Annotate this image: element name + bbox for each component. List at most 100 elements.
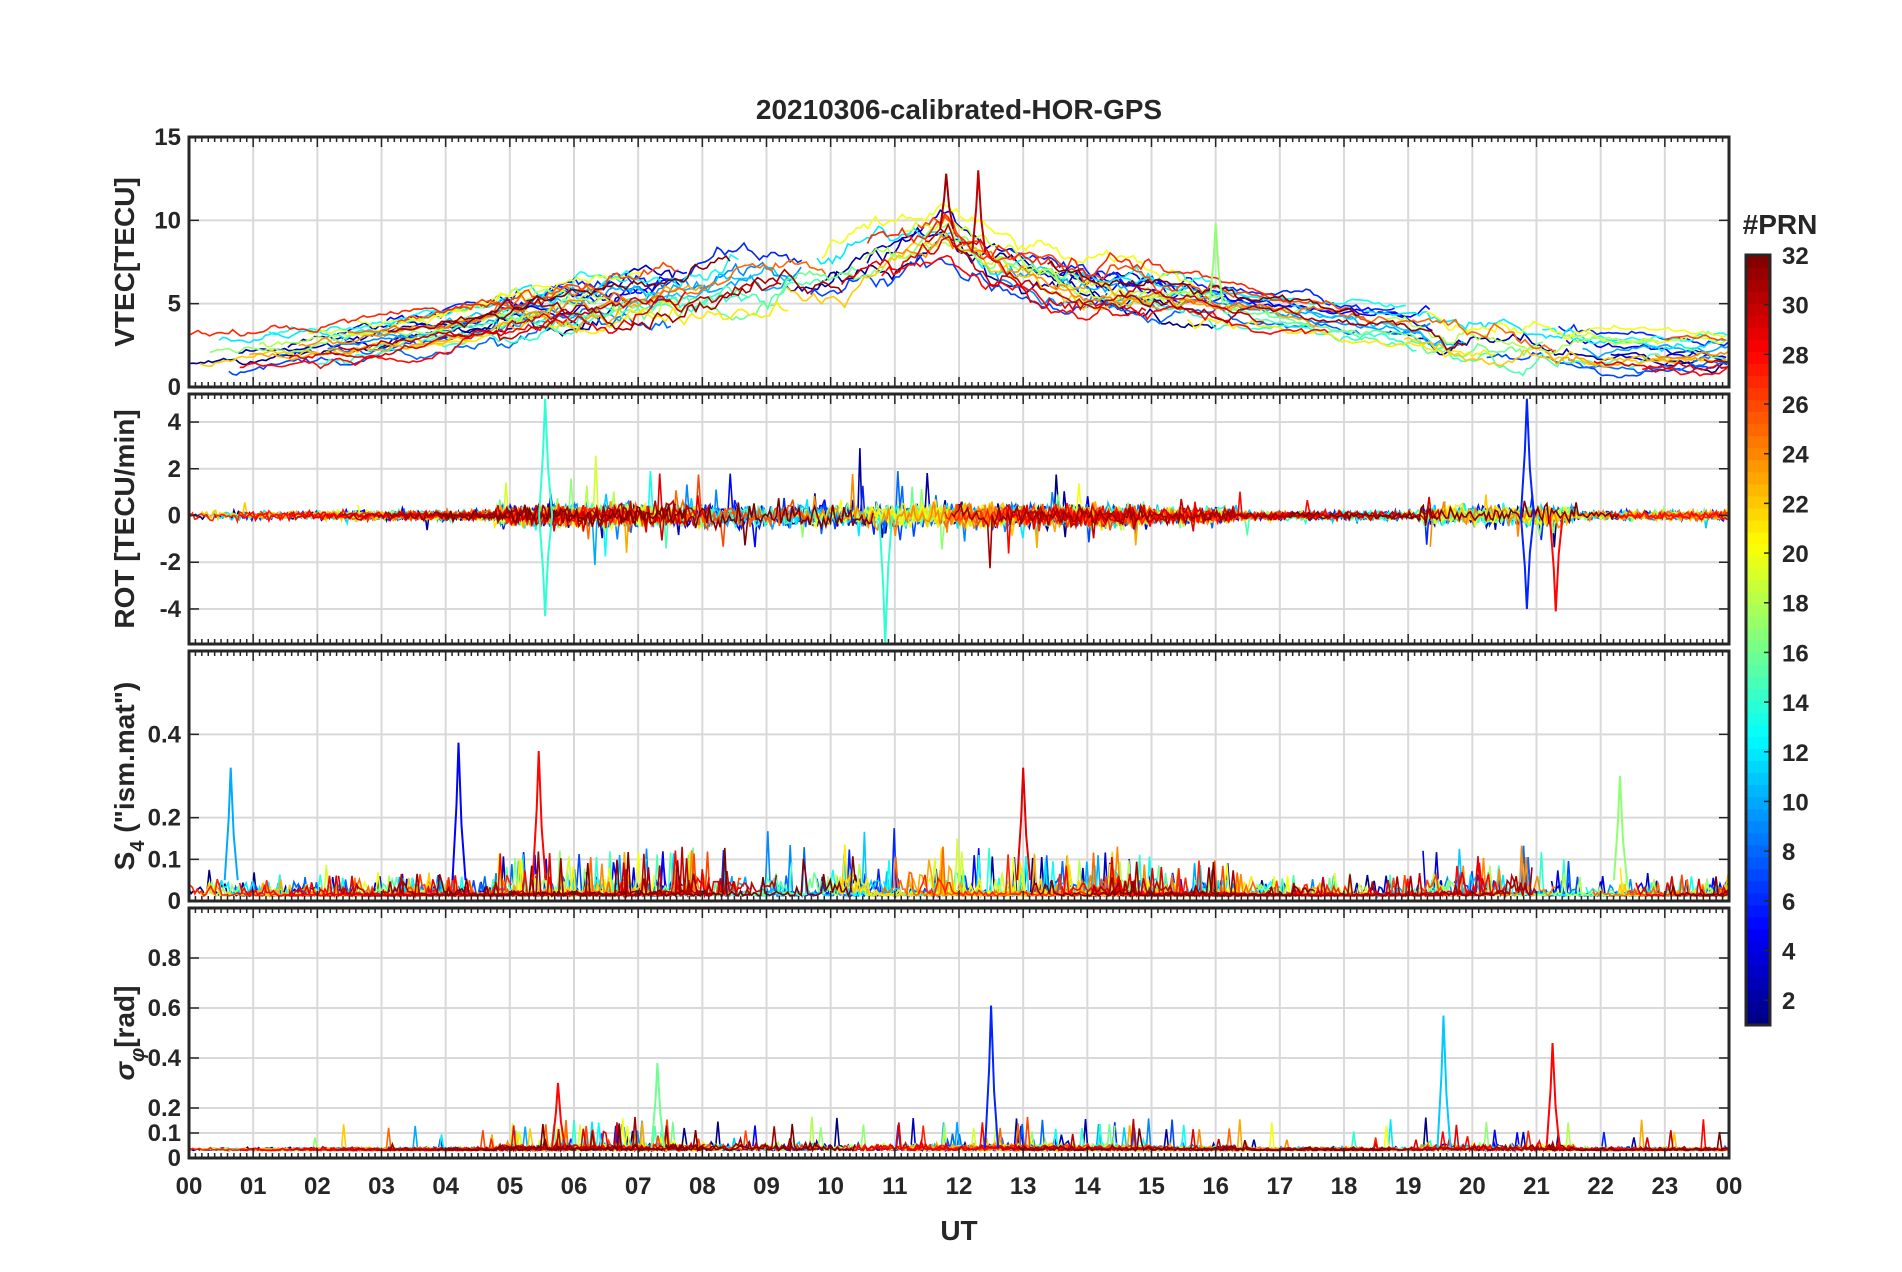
colorbar-band	[1746, 652, 1770, 665]
colorbar-band	[1746, 423, 1770, 437]
x-tick-label: 03	[368, 1173, 395, 1200]
colorbar-band	[1746, 327, 1770, 341]
x-tick-label: 15	[1138, 1173, 1165, 1200]
colorbar-band	[1746, 1000, 1770, 1014]
spike-prn-30	[971, 170, 987, 253]
y-tick-label: 0	[168, 1145, 181, 1172]
colorbar-band	[1746, 591, 1770, 605]
colorbar-band	[1746, 399, 1770, 413]
colorbar-band	[1746, 688, 1770, 701]
colorbar-label: #PRN	[1743, 209, 1818, 240]
colorbar-tick-label: 10	[1782, 789, 1809, 816]
colorbar-band	[1746, 748, 1770, 762]
colorbar-band	[1746, 772, 1770, 786]
y-tick-label: 10	[154, 207, 181, 234]
colorbar-band	[1746, 255, 1770, 268]
colorbar-band	[1746, 856, 1770, 870]
panel-4: 00.10.2 0.4 0.6 0.8 σφ[rad]	[109, 906, 1731, 1172]
colorbar-band	[1746, 471, 1770, 485]
spike-prn-16	[650, 1062, 666, 1149]
spike-prn-17	[1208, 223, 1224, 304]
series-prn-12	[816, 225, 1187, 294]
series-prn-30	[338, 279, 782, 352]
colorbar-band	[1746, 315, 1770, 328]
series-prn-30	[1703, 358, 1728, 364]
series-prn-11	[1161, 282, 1467, 347]
series-prn-27	[189, 300, 530, 337]
x-tick-label: 18	[1331, 1173, 1358, 1200]
colorbar-band	[1746, 303, 1770, 316]
series-prn-13	[268, 253, 739, 336]
x-tick-label: 22	[1587, 1173, 1614, 1200]
x-tick-label: 06	[561, 1173, 588, 1200]
panel-1: 0 5 10 15 VTEC[TECU]	[109, 124, 1731, 401]
colorbar-band	[1746, 736, 1770, 750]
colorbar-band	[1746, 784, 1770, 798]
spike-prn-14	[538, 398, 554, 516]
x-tick-label: 21	[1523, 1173, 1550, 1200]
series-prn-32	[437, 1123, 856, 1153]
colorbar-band	[1746, 627, 1770, 641]
colorbar-band	[1746, 640, 1770, 653]
series-group	[189, 398, 1729, 644]
colorbar-band	[1746, 459, 1770, 473]
colorbar-band	[1746, 868, 1770, 882]
series-prn-28	[881, 254, 1329, 335]
colorbar-band	[1746, 964, 1770, 978]
spike-prn-14	[538, 515, 554, 617]
colorbar-band	[1746, 603, 1770, 617]
x-tick-label: 20	[1459, 1173, 1486, 1200]
colorbar-band	[1746, 808, 1770, 822]
spike-prn-28	[531, 750, 547, 881]
series-prn-32	[437, 254, 731, 329]
x-tick-label: 05	[496, 1173, 523, 1200]
colorbar-band	[1746, 531, 1770, 545]
colorbar-tick-label: 12	[1782, 740, 1809, 767]
colorbar-band	[1746, 411, 1770, 425]
spike-prn-29	[1016, 767, 1032, 881]
y-tick-label: 0.4	[148, 1045, 182, 1072]
x-tick-label: 19	[1395, 1173, 1422, 1200]
series-prn-32	[1288, 500, 1620, 527]
spike-prn-17	[1612, 775, 1628, 881]
series-prn-28	[1642, 364, 1728, 377]
y-tick-label: 5	[168, 291, 181, 318]
x-tick-label: 04	[432, 1173, 459, 1200]
minor-ticks	[188, 908, 1730, 1158]
colorbar-band	[1746, 1012, 1770, 1026]
spike-prn-28	[1548, 515, 1564, 612]
colorbar-band	[1746, 676, 1770, 689]
colorbar-tick-label: 18	[1782, 591, 1809, 618]
series-prn-9	[994, 270, 1431, 336]
colorbar-band	[1746, 447, 1770, 461]
spike-prn-6	[984, 1005, 1000, 1149]
spike-prn-28	[1545, 1042, 1561, 1149]
y-tick-label: 0	[168, 888, 181, 915]
colorbar-band	[1746, 351, 1770, 365]
y-tick-label: 4	[168, 409, 182, 436]
y-tick-label: -2	[160, 549, 181, 576]
colorbar-tick-label: 8	[1782, 839, 1795, 866]
x-tick-label: 12	[946, 1173, 973, 1200]
colorbar-band	[1746, 435, 1770, 449]
colorbar-band	[1746, 952, 1770, 966]
spike-prn-28	[550, 1082, 566, 1149]
colorbar-band	[1746, 615, 1770, 629]
y-axis-label: S4 ("ism.mat")	[109, 682, 149, 871]
y-tick-label: 0.2	[148, 1095, 181, 1122]
colorbar-band	[1746, 507, 1770, 521]
colorbar-band	[1746, 988, 1770, 1002]
colorbar-tick-label: 14	[1782, 690, 1809, 717]
colorbar-frame	[1744, 253, 1772, 1027]
y-tick-label: 0	[168, 374, 181, 401]
series-prn-31	[1118, 289, 1467, 351]
colorbar-tick-label: 24	[1782, 442, 1809, 469]
colorbar-band	[1746, 904, 1770, 918]
colorbar-tick-label: 30	[1782, 293, 1809, 320]
colorbar-band	[1746, 579, 1770, 593]
x-tick-label: 10	[817, 1173, 844, 1200]
x-tick-label: 08	[689, 1173, 716, 1200]
chart-title: 20210306-calibrated-HOR-GPS	[756, 94, 1162, 125]
